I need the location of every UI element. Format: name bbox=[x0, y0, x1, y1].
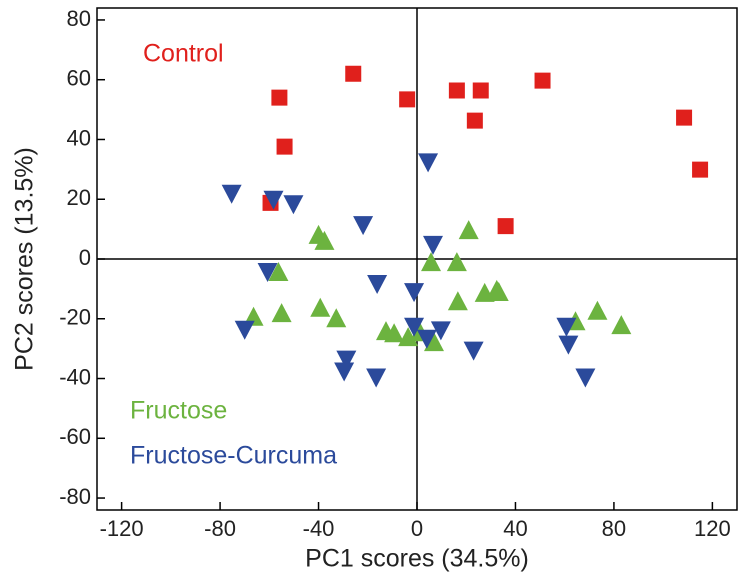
marker bbox=[466, 112, 483, 129]
marker bbox=[310, 297, 331, 317]
marker bbox=[367, 275, 388, 295]
x-tick-label: 0 bbox=[411, 516, 423, 541]
marker bbox=[575, 368, 596, 388]
marker bbox=[399, 91, 416, 108]
marker bbox=[326, 308, 347, 328]
marker bbox=[446, 252, 467, 272]
x-tick-label: -120 bbox=[100, 516, 144, 541]
y-tick-label: -80 bbox=[59, 484, 91, 509]
x-tick-label: -80 bbox=[204, 516, 236, 541]
marker bbox=[398, 327, 419, 347]
marker bbox=[488, 281, 509, 301]
legend-label: Control bbox=[143, 40, 224, 68]
marker bbox=[556, 317, 577, 337]
marker bbox=[283, 195, 304, 215]
marker bbox=[497, 218, 514, 235]
y-tick-label: -60 bbox=[59, 424, 91, 449]
y-axis-label: PC2 scores (13.5%) bbox=[11, 147, 39, 371]
marker bbox=[676, 109, 693, 126]
x-tick-label: 120 bbox=[694, 516, 731, 541]
marker bbox=[353, 216, 374, 236]
marker bbox=[314, 230, 335, 250]
marker bbox=[404, 283, 425, 303]
marker bbox=[276, 138, 293, 155]
y-tick-label: 40 bbox=[67, 125, 91, 150]
marker bbox=[448, 82, 465, 99]
legend-label: Fructose bbox=[130, 397, 227, 425]
marker bbox=[418, 153, 439, 173]
x-tick-label: 40 bbox=[503, 516, 527, 541]
x-tick-label: -40 bbox=[303, 516, 335, 541]
marker bbox=[534, 72, 551, 89]
marker bbox=[423, 332, 444, 352]
y-tick-label: 80 bbox=[67, 6, 91, 31]
marker bbox=[271, 303, 292, 323]
marker bbox=[334, 362, 355, 382]
marker bbox=[234, 320, 255, 340]
marker bbox=[257, 263, 278, 283]
marker bbox=[221, 184, 242, 204]
marker bbox=[384, 323, 405, 343]
marker bbox=[430, 321, 451, 341]
marker bbox=[263, 190, 284, 210]
x-axis-label: PC1 scores (34.5%) bbox=[305, 545, 529, 573]
y-tick-label: -20 bbox=[59, 305, 91, 330]
legend-label: Fructose-Curcuma bbox=[130, 442, 337, 470]
marker bbox=[458, 220, 479, 240]
marker bbox=[558, 335, 579, 355]
marker bbox=[416, 329, 437, 349]
y-tick-label: 0 bbox=[79, 245, 91, 270]
marker bbox=[336, 350, 357, 370]
marker bbox=[447, 291, 468, 311]
marker bbox=[366, 368, 387, 388]
marker bbox=[423, 235, 443, 255]
y-tick-label: -40 bbox=[59, 364, 91, 389]
marker bbox=[271, 89, 288, 106]
marker bbox=[404, 317, 425, 337]
marker bbox=[421, 252, 442, 272]
marker bbox=[611, 315, 632, 335]
y-tick-label: 20 bbox=[67, 185, 91, 210]
marker bbox=[587, 300, 608, 320]
marker bbox=[268, 261, 289, 281]
y-tick-label: 60 bbox=[67, 66, 91, 91]
x-tick-label: 80 bbox=[602, 516, 626, 541]
marker bbox=[692, 161, 709, 178]
marker bbox=[463, 341, 484, 361]
marker bbox=[345, 65, 362, 82]
marker bbox=[472, 82, 489, 99]
